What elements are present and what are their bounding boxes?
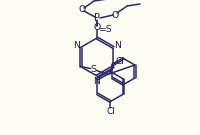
Text: N: N xyxy=(73,40,80,50)
Text: O: O xyxy=(93,23,101,33)
Text: P: P xyxy=(94,13,100,23)
Text: =S: =S xyxy=(98,24,112,33)
Text: O: O xyxy=(78,6,86,14)
Text: S: S xyxy=(91,65,96,74)
Text: Cl: Cl xyxy=(106,107,115,116)
Text: N: N xyxy=(114,40,121,50)
Text: Cl: Cl xyxy=(116,58,125,67)
Text: N: N xyxy=(94,77,100,85)
Text: O: O xyxy=(111,11,119,19)
